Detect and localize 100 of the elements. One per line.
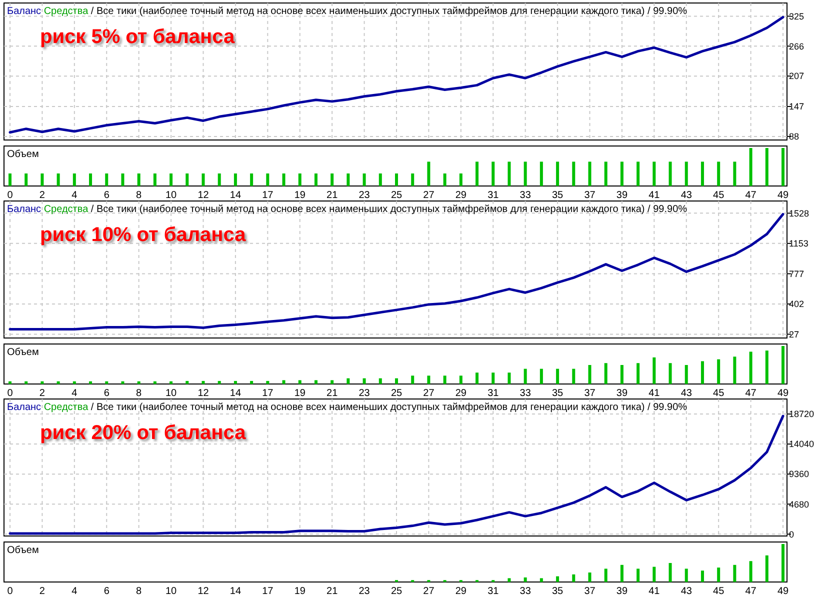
bar <box>652 357 656 384</box>
x-tick-label: 27 <box>423 586 435 597</box>
bar <box>652 566 656 582</box>
bar <box>620 365 624 384</box>
bar <box>588 365 592 384</box>
bar <box>186 380 189 384</box>
x-tick-label: 37 <box>584 388 596 399</box>
x-tick-label: 41 <box>648 388 660 399</box>
x-tick-label: 14 <box>230 586 242 597</box>
bar <box>556 576 560 582</box>
bar <box>250 380 254 384</box>
x-tick-label: 17 <box>262 388 274 399</box>
y-tick-label: 777 <box>789 268 804 279</box>
chart-title: Средства / Все тики (наиболее точный метод на основе всех наименьших доступных таймфреймов для генерации каждого тика) / 99.90% <box>44 6 688 17</box>
bar <box>588 572 592 582</box>
bar <box>508 578 511 582</box>
y-tick-label: 1153 <box>789 238 808 249</box>
x-tick-label: 14 <box>230 388 242 399</box>
bar <box>508 372 511 384</box>
text: Баланс <box>7 402 44 413</box>
bar <box>427 376 430 384</box>
x-tick-label: 49 <box>777 388 789 399</box>
x-tick-label: 21 <box>326 586 338 597</box>
bar <box>459 376 462 384</box>
chart-title: Объем <box>7 347 39 358</box>
x-tick-label: 33 <box>520 586 532 597</box>
x-tick-label: 29 <box>455 586 467 597</box>
bar <box>395 378 398 384</box>
x-tick-label: 47 <box>745 190 757 201</box>
x-tick-label: 6 <box>104 190 110 201</box>
x-tick-label: 47 <box>745 388 757 399</box>
x-tick-label: 25 <box>390 388 402 399</box>
chart-title: Объем <box>7 149 39 160</box>
y-tick-label: 18720 <box>789 409 814 420</box>
x-tick-label: 12 <box>198 586 210 597</box>
bar <box>218 380 221 384</box>
x-tick-label: 8 <box>136 586 142 597</box>
bar <box>24 381 28 384</box>
x-tick-label: 29 <box>455 388 467 399</box>
line-series <box>8 16 784 134</box>
x-tick-label: 0 <box>7 190 14 201</box>
x-tick-label: 45 <box>713 190 725 201</box>
x-tick-label: 45 <box>713 586 725 597</box>
x-tick-label: 31 <box>488 190 500 201</box>
chart-title: Объем <box>7 545 39 556</box>
bar <box>314 380 318 384</box>
bar <box>604 568 608 582</box>
y-tick-label: 27 <box>789 329 800 340</box>
x-tick-label: 0 <box>7 586 14 597</box>
bar <box>668 563 672 582</box>
bar <box>443 376 446 384</box>
chart-title: Средства / Все тики (наиболее точный метод на основе всех наименьших доступных таймфреймов для генерации каждого тика) / 99.90% <box>44 204 688 215</box>
bar <box>378 378 382 384</box>
x-tick-label: 35 <box>552 586 564 597</box>
x-tick-label: 8 <box>136 388 142 399</box>
x-tick-label: 29 <box>455 190 467 201</box>
x-tick-label: 49 <box>777 586 789 597</box>
bar <box>524 577 527 582</box>
bar <box>572 368 576 384</box>
bar <box>411 376 414 384</box>
bar <box>636 363 640 384</box>
x-tick-label: 21 <box>326 388 338 399</box>
bar <box>56 381 60 384</box>
x-tick-label: 6 <box>104 586 110 597</box>
x-tick-label: 19 <box>294 586 306 597</box>
x-tick-label: 10 <box>165 586 178 597</box>
x-tick-label: 4 <box>72 190 78 201</box>
bar <box>782 544 784 582</box>
x-tick-label: 6 <box>104 388 110 399</box>
annotation: риск 10% от баланса <box>40 224 247 246</box>
bar <box>266 380 270 384</box>
bar <box>700 361 704 384</box>
bar <box>717 359 720 384</box>
x-tick-label: 43 <box>680 190 692 201</box>
x-tick-label: 37 <box>584 190 596 201</box>
bar <box>540 368 543 384</box>
x-tick-label: 4 <box>72 586 78 597</box>
x-tick-label: 45 <box>713 388 725 399</box>
annotation: риск 5% от баланса <box>40 26 236 48</box>
bar <box>684 365 688 384</box>
bar <box>540 578 543 582</box>
bar <box>89 381 92 384</box>
x-tick-label: 10 <box>165 388 178 399</box>
bar <box>137 381 140 384</box>
bar <box>604 363 608 384</box>
x-tick-label: 35 <box>552 388 564 399</box>
y-tick-label: 14040 <box>789 439 814 450</box>
x-tick-label: 27 <box>423 190 435 201</box>
y-tick-label: 402 <box>789 299 804 310</box>
bar <box>620 564 624 582</box>
bar <box>636 568 640 582</box>
bar <box>765 555 768 582</box>
x-tick-label: 23 <box>358 586 370 597</box>
x-tick-label: 17 <box>262 586 274 597</box>
bar <box>733 356 736 384</box>
bar <box>170 381 173 384</box>
x-tick-label: 4 <box>72 388 78 399</box>
x-tick-label: 25 <box>390 190 402 201</box>
x-tick-label: 23 <box>358 190 370 201</box>
bar <box>749 561 752 582</box>
